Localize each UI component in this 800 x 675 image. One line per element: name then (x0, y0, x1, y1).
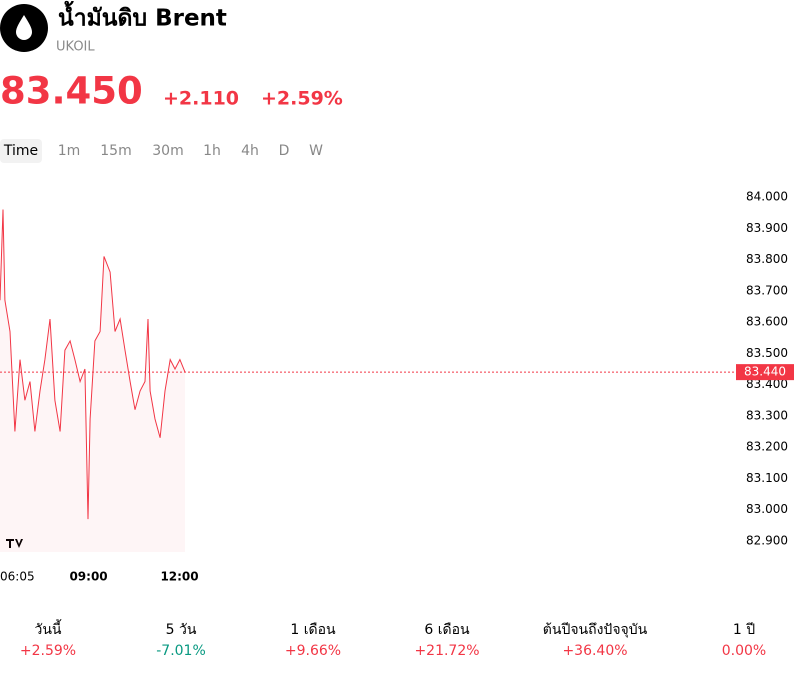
performance-label: ต้นปีจนถึงปัจจุบัน (543, 622, 648, 638)
price-line (0, 209, 186, 520)
change: +2.110 (163, 88, 239, 110)
change-percent: +2.59% (261, 88, 343, 110)
y-tick-label: 83.200 (746, 440, 788, 454)
tv-logo (6, 539, 23, 548)
y-tick-label: 83.400 (746, 377, 788, 391)
y-tick-label: 83.300 (746, 408, 788, 422)
tab-active (0, 139, 42, 163)
performance-value: +9.66% (285, 643, 341, 659)
last-price-box (736, 364, 794, 381)
tv-logo-box (2, 532, 28, 554)
last-price-label: 83.440 (744, 365, 786, 379)
x-tick-label: 09:00 (69, 570, 107, 584)
timeframe-tab[interactable]: 15m (100, 143, 131, 159)
y-tick-label: 83.500 (746, 346, 788, 360)
x-tick-label: 06:05 (0, 570, 35, 584)
performance-value: +21.72% (414, 643, 479, 659)
performance-label: 5 วัน (166, 622, 197, 638)
performance-value: +36.40% (562, 643, 627, 659)
y-tick-label: 83.800 (746, 252, 788, 266)
performance-label: 6 เดือน (424, 622, 470, 638)
timeframe-tab[interactable]: D (279, 143, 290, 159)
y-tick-label: 84.000 (746, 190, 788, 204)
x-tick-label: 12:00 (160, 570, 198, 584)
timeframe-tab[interactable]: Time (3, 143, 38, 159)
timeframe-tab[interactable]: W (309, 143, 323, 159)
y-tick-label: 82.900 (746, 534, 788, 548)
price: 83.450 (0, 70, 143, 113)
performance-value: +2.59% (20, 643, 76, 659)
y-tick-label: 83.900 (746, 221, 788, 235)
timeframe-tab[interactable]: 4h (241, 143, 259, 159)
performance-value: -7.01% (156, 643, 206, 659)
title: น้ำมันดิบ Brent (58, 1, 227, 32)
y-tick-label: 83.600 (746, 315, 788, 329)
timeframe-tab[interactable]: 1h (203, 143, 221, 159)
performance-value: 0.00% (722, 643, 766, 659)
timeframe-tab[interactable]: 30m (152, 143, 183, 159)
performance-label: 1 เดือน (290, 622, 336, 638)
performance-label: วันนี้ (34, 619, 62, 638)
y-tick-label: 83.700 (746, 283, 788, 297)
symbol: UKOIL (56, 40, 95, 55)
timeframe-tab[interactable]: 1m (58, 143, 81, 159)
y-tick-label: 83.000 (746, 502, 788, 516)
y-tick-label: 83.100 (746, 471, 788, 485)
drop (16, 15, 32, 40)
performance-label: 1 ปี (733, 622, 755, 638)
